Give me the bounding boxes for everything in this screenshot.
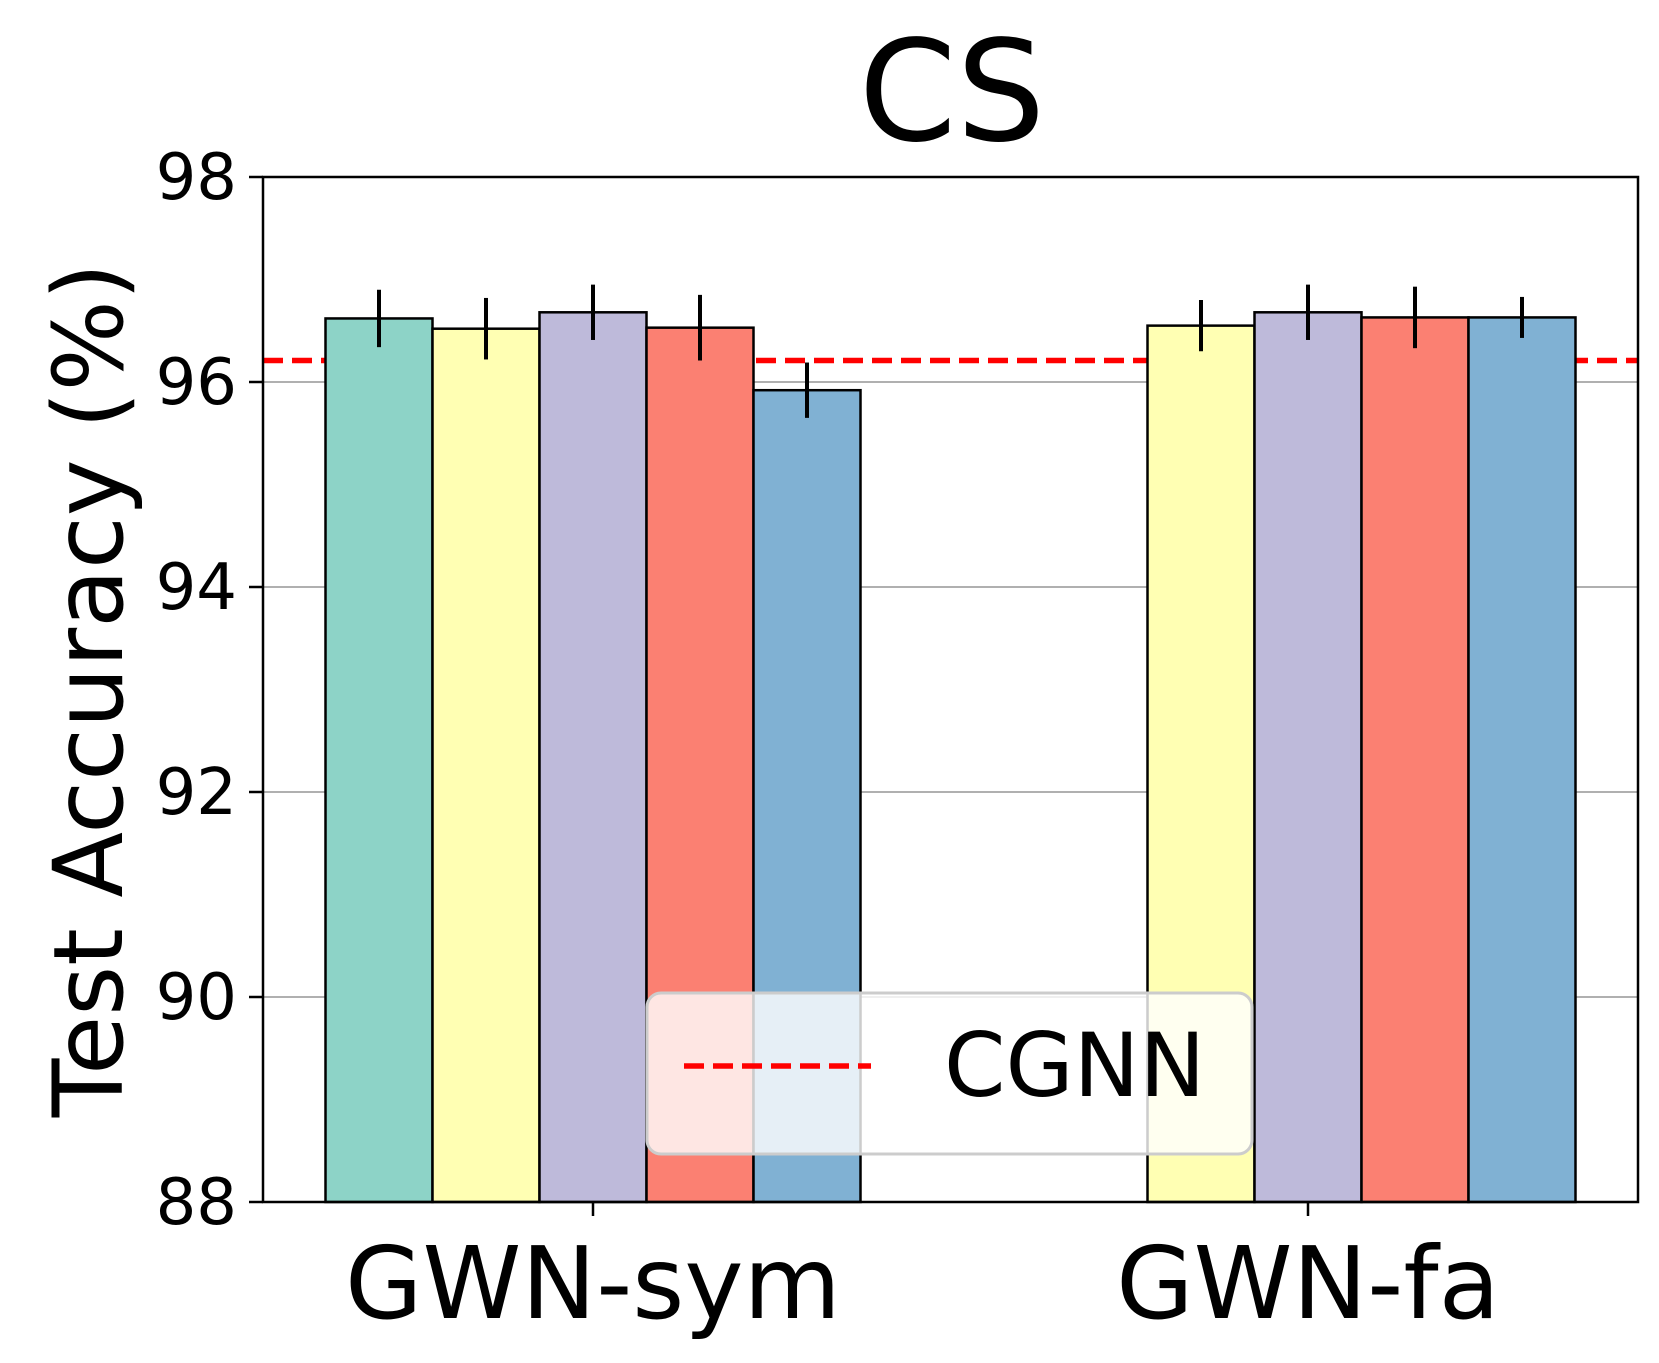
y-tick-label-96: 96: [156, 346, 237, 420]
x-ticks: GWN-sym GWN-fa: [345, 1202, 1500, 1342]
bar-GWN-sym-series-3: [538, 311, 648, 1204]
y-tick-label-92: 92: [156, 756, 237, 830]
y-tick-label-90: 90: [156, 961, 237, 1035]
bar-GWN-fa-series-5: [1467, 316, 1577, 1204]
y-axis-label: Test Accuracy (%): [33, 263, 145, 1118]
error-bars: [377, 284, 1524, 418]
plot-frame: [261, 175, 1640, 1204]
y-tick-label-98: 98: [156, 141, 237, 215]
bar-GWN-fa-series-4: [1360, 316, 1470, 1204]
y-tick-label-94: 94: [156, 551, 237, 625]
legend-box: [645, 991, 1254, 1156]
x-tick-label-GWN-fa: GWN-fa: [1116, 1225, 1500, 1342]
bar-GWN-fa-series-3: [1253, 311, 1363, 1204]
y-tick-label-88: 88: [156, 1166, 237, 1240]
bar-GWN-sym-series-2: [431, 327, 541, 1204]
bar-GWN-sym-series-1: [324, 317, 434, 1204]
legend-label-cgnn: CGNN: [944, 1014, 1205, 1117]
chart-title: CS: [859, 11, 1046, 174]
y-ticks: 88 90 92 94 96 98: [156, 141, 263, 1240]
legend: CGNN: [645, 991, 1254, 1156]
x-tick-label-GWN-sym: GWN-sym: [345, 1225, 841, 1342]
